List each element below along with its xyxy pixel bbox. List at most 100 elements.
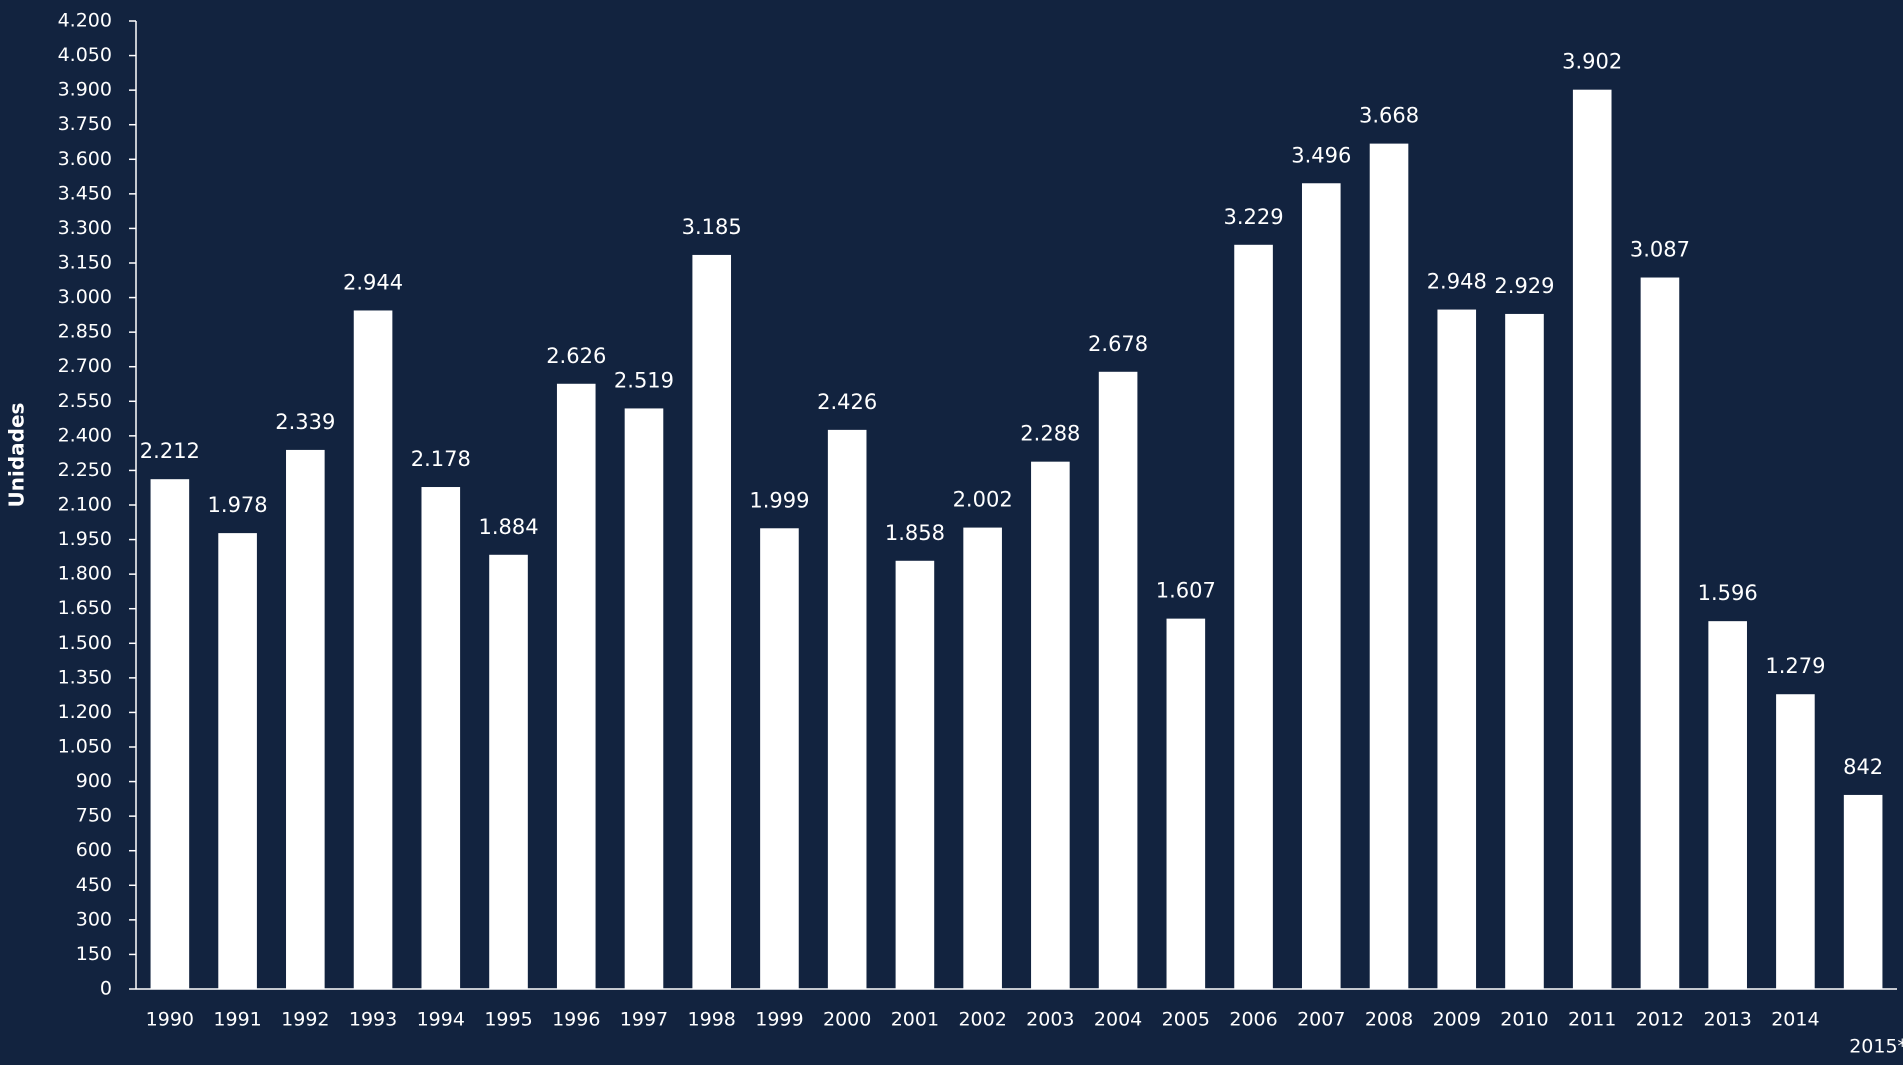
data-label: 3.229 — [1223, 205, 1283, 229]
x-tick-label: 1990 — [146, 1009, 194, 1031]
bar — [353, 310, 393, 989]
x-tick-label: 2002 — [958, 1009, 1006, 1031]
x-tick-label: 2003 — [1026, 1009, 1074, 1031]
x-tick-label: 1992 — [281, 1009, 329, 1031]
x-tick-label: 2010 — [1500, 1009, 1548, 1031]
data-label: 1.884 — [478, 515, 538, 539]
data-label: 2.626 — [546, 344, 606, 368]
bar — [1437, 309, 1477, 990]
y-tick-label: 2.700 — [58, 355, 112, 377]
y-tick-label: 1.200 — [58, 701, 112, 723]
y-tick-label: 3.900 — [58, 79, 112, 101]
y-tick-label: 3.600 — [58, 148, 112, 170]
data-label: 2.678 — [1088, 332, 1148, 356]
data-label: 1.607 — [1156, 579, 1216, 603]
data-label: 2.178 — [411, 447, 471, 471]
bar — [1369, 143, 1409, 989]
data-label: 1.279 — [1765, 654, 1825, 678]
y-tick-label: 750 — [76, 805, 112, 827]
bar — [1572, 89, 1612, 990]
y-tick-label: 1.950 — [58, 528, 112, 550]
data-label: 1.858 — [885, 521, 945, 545]
bar — [218, 533, 257, 989]
x-tick-label: 2015* — [1849, 1036, 1903, 1058]
data-label: 3.185 — [682, 215, 742, 239]
bar — [760, 528, 799, 989]
x-tick-label: 2008 — [1365, 1009, 1413, 1031]
x-tick-label: 2011 — [1568, 1009, 1616, 1031]
y-tick-label: 600 — [76, 839, 112, 861]
y-tick-label: 1.050 — [58, 736, 112, 758]
x-tick-label: 1993 — [349, 1009, 397, 1031]
y-tick-label: 150 — [76, 943, 112, 965]
y-tick-label: 3.150 — [58, 252, 112, 274]
y-tick-label: 2.550 — [58, 390, 112, 412]
data-label: 3.087 — [1630, 238, 1690, 262]
data-label: 2.426 — [817, 390, 877, 414]
data-label: 3.496 — [1291, 143, 1351, 167]
data-label: 1.999 — [749, 488, 809, 512]
y-tick-label: 4.200 — [58, 10, 112, 32]
bar — [1640, 277, 1680, 989]
y-tick-label: 2.400 — [58, 424, 112, 446]
y-tick-label: 4.050 — [58, 44, 112, 66]
bar — [1301, 183, 1341, 989]
data-label: 1.596 — [1698, 581, 1758, 605]
x-tick-label: 2005 — [1162, 1009, 1210, 1031]
y-tick-label: 450 — [76, 874, 112, 896]
x-tick-label: 2013 — [1703, 1009, 1751, 1031]
data-label: 3.668 — [1359, 104, 1419, 128]
bar — [286, 449, 325, 989]
data-label: 2.002 — [953, 488, 1013, 512]
bar — [1708, 621, 1747, 989]
data-label: 3.902 — [1562, 50, 1622, 74]
x-tick-label: 1996 — [552, 1009, 600, 1031]
y-tick-label: 1.350 — [58, 666, 112, 688]
bar — [827, 429, 867, 990]
data-label: 2.948 — [1427, 270, 1487, 294]
x-tick-label: 1997 — [620, 1009, 668, 1031]
bar — [556, 383, 596, 989]
data-label: 2.519 — [614, 368, 674, 392]
y-tick-label: 1.650 — [58, 597, 112, 619]
bar — [1098, 371, 1138, 989]
bar — [1505, 313, 1544, 989]
bar — [963, 527, 1002, 989]
y-tick-label: 2.250 — [58, 459, 112, 481]
y-axis-label: Unidades — [5, 403, 29, 508]
y-tick-label: 0 — [100, 978, 112, 1000]
y-tick-label: 3.000 — [58, 286, 112, 308]
bar — [1031, 461, 1070, 989]
bar — [1843, 794, 1883, 989]
y-tick-label: 3.300 — [58, 217, 112, 239]
bar — [421, 487, 461, 989]
bar — [1776, 694, 1815, 989]
data-label: 2.339 — [275, 410, 335, 434]
bar — [489, 554, 528, 989]
data-label: 2.288 — [1020, 422, 1080, 446]
x-tick-label: 1991 — [213, 1009, 261, 1031]
y-tick-label: 3.750 — [58, 113, 112, 135]
x-tick-label: 2012 — [1636, 1009, 1684, 1031]
y-tick-label: 3.450 — [58, 182, 112, 204]
y-tick-label: 300 — [76, 908, 112, 930]
x-tick-label: 1994 — [417, 1009, 465, 1031]
x-tick-label: 2000 — [823, 1009, 871, 1031]
x-tick-label: 1999 — [755, 1009, 803, 1031]
data-label: 1.978 — [208, 493, 268, 517]
bar — [1234, 244, 1273, 990]
x-tick-label: 2001 — [891, 1009, 939, 1031]
y-tick-label: 1.500 — [58, 632, 112, 654]
y-tick-label: 1.800 — [58, 563, 112, 585]
x-tick-label: 2006 — [1229, 1009, 1277, 1031]
data-label: 2.944 — [343, 270, 403, 294]
data-label: 2.212 — [140, 439, 200, 463]
data-label: 2.929 — [1494, 274, 1554, 298]
x-tick-label: 2009 — [1433, 1009, 1481, 1031]
x-tick-label: 2007 — [1297, 1009, 1345, 1031]
bar — [624, 408, 664, 989]
y-tick-label: 2.850 — [58, 321, 112, 343]
bar — [692, 254, 732, 989]
